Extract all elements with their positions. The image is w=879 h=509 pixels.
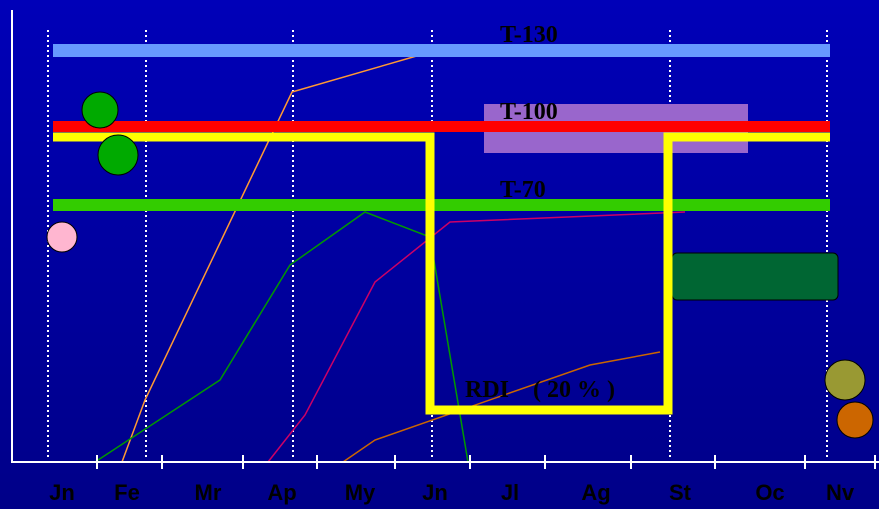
t100-label: T-100 (500, 99, 558, 125)
growth-curves (94, 54, 686, 463)
axes (11, 10, 879, 463)
month-label: Ap (267, 480, 296, 505)
month-label: Mr (195, 480, 222, 505)
rdi-line (53, 132, 830, 415)
t70-label: T-70 (500, 177, 546, 203)
green-box (671, 252, 839, 301)
month-label: Fe (114, 480, 140, 505)
rdi-label: RDI ( 20 % ) (465, 377, 615, 403)
month-label: Oc (755, 480, 784, 505)
month-label: Jn (49, 480, 75, 505)
month-label: Ag (581, 480, 610, 505)
month-label: Jn (422, 480, 448, 505)
month-label: Jl (501, 480, 519, 505)
icons (46, 91, 874, 439)
t130-band (53, 44, 830, 57)
t100-band (53, 121, 830, 132)
t130-label: T-130 (500, 22, 558, 48)
t70-band (53, 199, 830, 211)
month-label: St (669, 480, 692, 505)
month-label: Nv (826, 480, 855, 505)
month-label: My (345, 480, 376, 505)
month-axis: Jn Fe Mr Ap My Jn Jl Ag St Oc Nv (49, 455, 876, 505)
